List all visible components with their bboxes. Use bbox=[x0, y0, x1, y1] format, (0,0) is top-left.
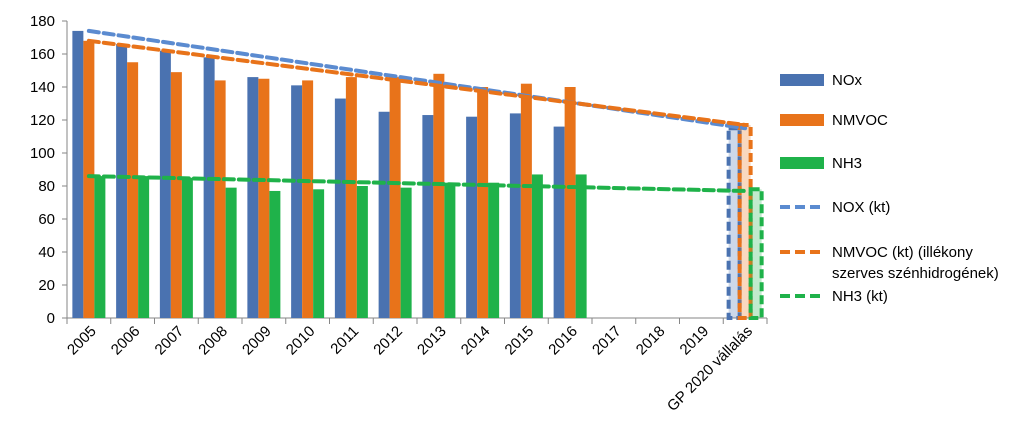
y-tick-label: 100 bbox=[30, 145, 55, 162]
bar-nmvoc bbox=[170, 72, 182, 319]
bar-nmvoc bbox=[345, 77, 357, 318]
legend: NOx NMVOC NH3 NOX (kt) NMVOC (kt) (illékony s… bbox=[780, 72, 999, 305]
bar-target-nh3 bbox=[748, 187, 764, 320]
bar-nox bbox=[509, 113, 521, 319]
bar-nox bbox=[553, 126, 565, 318]
bar-nmvoc bbox=[564, 87, 576, 318]
trend-line bbox=[86, 38, 748, 127]
x-tick-label: 2011 bbox=[327, 323, 362, 358]
bar-nmvoc bbox=[258, 78, 270, 318]
bar-nh3 bbox=[531, 174, 543, 318]
bar-nh3 bbox=[313, 189, 325, 318]
x-tick-label: 2014 bbox=[458, 323, 494, 359]
bar-target-nox bbox=[726, 126, 742, 320]
bar-nmvoc bbox=[83, 40, 95, 319]
bar-nh3 bbox=[138, 176, 150, 318]
bars bbox=[72, 30, 764, 320]
bar-nox bbox=[378, 111, 390, 318]
bar-nox bbox=[291, 85, 303, 318]
y-tick-label: 40 bbox=[38, 244, 55, 261]
legend-swatch bbox=[780, 74, 824, 86]
x-tick-label: 2019 bbox=[677, 323, 713, 359]
bar-nmvoc bbox=[127, 62, 139, 318]
legend-label: NOx bbox=[832, 72, 863, 89]
bar-nh3 bbox=[444, 182, 456, 318]
legend-label: szerves szénhidrogének) bbox=[832, 265, 999, 282]
bar-nox bbox=[334, 98, 346, 318]
y-tick-label: 0 bbox=[47, 310, 55, 327]
bar-nh3 bbox=[225, 187, 237, 318]
bar-nmvoc bbox=[302, 80, 314, 319]
legend-label: NMVOC (kt) (illékony bbox=[832, 244, 973, 261]
legend-label: NMVOC bbox=[832, 112, 888, 129]
bar-nox bbox=[466, 116, 478, 318]
x-tick-label: 2016 bbox=[545, 323, 581, 359]
x-tick-label: 2017 bbox=[589, 323, 625, 359]
legend-swatch bbox=[780, 114, 824, 126]
bar-nmvoc bbox=[389, 77, 401, 318]
bar-nmvoc bbox=[520, 83, 532, 318]
bar-nox bbox=[159, 50, 171, 318]
bar-nh3 bbox=[356, 186, 368, 318]
x-tick-label: 2013 bbox=[414, 323, 450, 359]
trend-line bbox=[86, 174, 748, 193]
y-tick-label: 180 bbox=[30, 13, 55, 30]
legend-label: NOX (kt) bbox=[832, 199, 890, 216]
y-tick-label: 20 bbox=[38, 277, 55, 294]
y-tick-label: 140 bbox=[30, 79, 55, 96]
y-tick-label: 120 bbox=[30, 112, 55, 129]
x-tick-label: 2012 bbox=[370, 323, 406, 359]
x-tick-label: 2007 bbox=[152, 323, 188, 359]
bar-nh3 bbox=[575, 174, 587, 318]
x-tick-label: 2005 bbox=[64, 323, 100, 359]
bar-nh3 bbox=[181, 177, 193, 318]
trend-lines bbox=[86, 28, 748, 193]
legend-label: NH3 bbox=[832, 155, 862, 172]
bar-nh3 bbox=[269, 190, 281, 318]
bar-nmvoc bbox=[214, 80, 226, 319]
bar-nh3 bbox=[400, 187, 412, 318]
y-tick-label: 60 bbox=[38, 211, 55, 228]
x-tick-label: 2009 bbox=[239, 323, 275, 359]
x-tick-label: 2010 bbox=[283, 323, 319, 359]
bar-nmvoc bbox=[433, 73, 445, 318]
bar-nox bbox=[203, 57, 215, 319]
x-tick-label: 2015 bbox=[502, 323, 538, 359]
trend-line bbox=[86, 28, 748, 131]
bar-nh3 bbox=[94, 176, 106, 318]
bar-nox bbox=[247, 77, 259, 318]
bar-nox bbox=[116, 44, 128, 318]
bar-nh3 bbox=[488, 182, 500, 318]
y-tick-label: 80 bbox=[38, 178, 55, 195]
y-tick-label: 160 bbox=[30, 46, 55, 63]
legend-swatch bbox=[780, 157, 824, 169]
x-tick-label: 2008 bbox=[195, 323, 231, 359]
x-tick-label: 2018 bbox=[633, 323, 669, 359]
bar-nox bbox=[422, 115, 434, 318]
legend-label: NH3 (kt) bbox=[832, 288, 888, 305]
bar-nox bbox=[72, 30, 84, 319]
x-tick-label: 2006 bbox=[108, 323, 144, 359]
bar-nmvoc bbox=[477, 87, 489, 318]
